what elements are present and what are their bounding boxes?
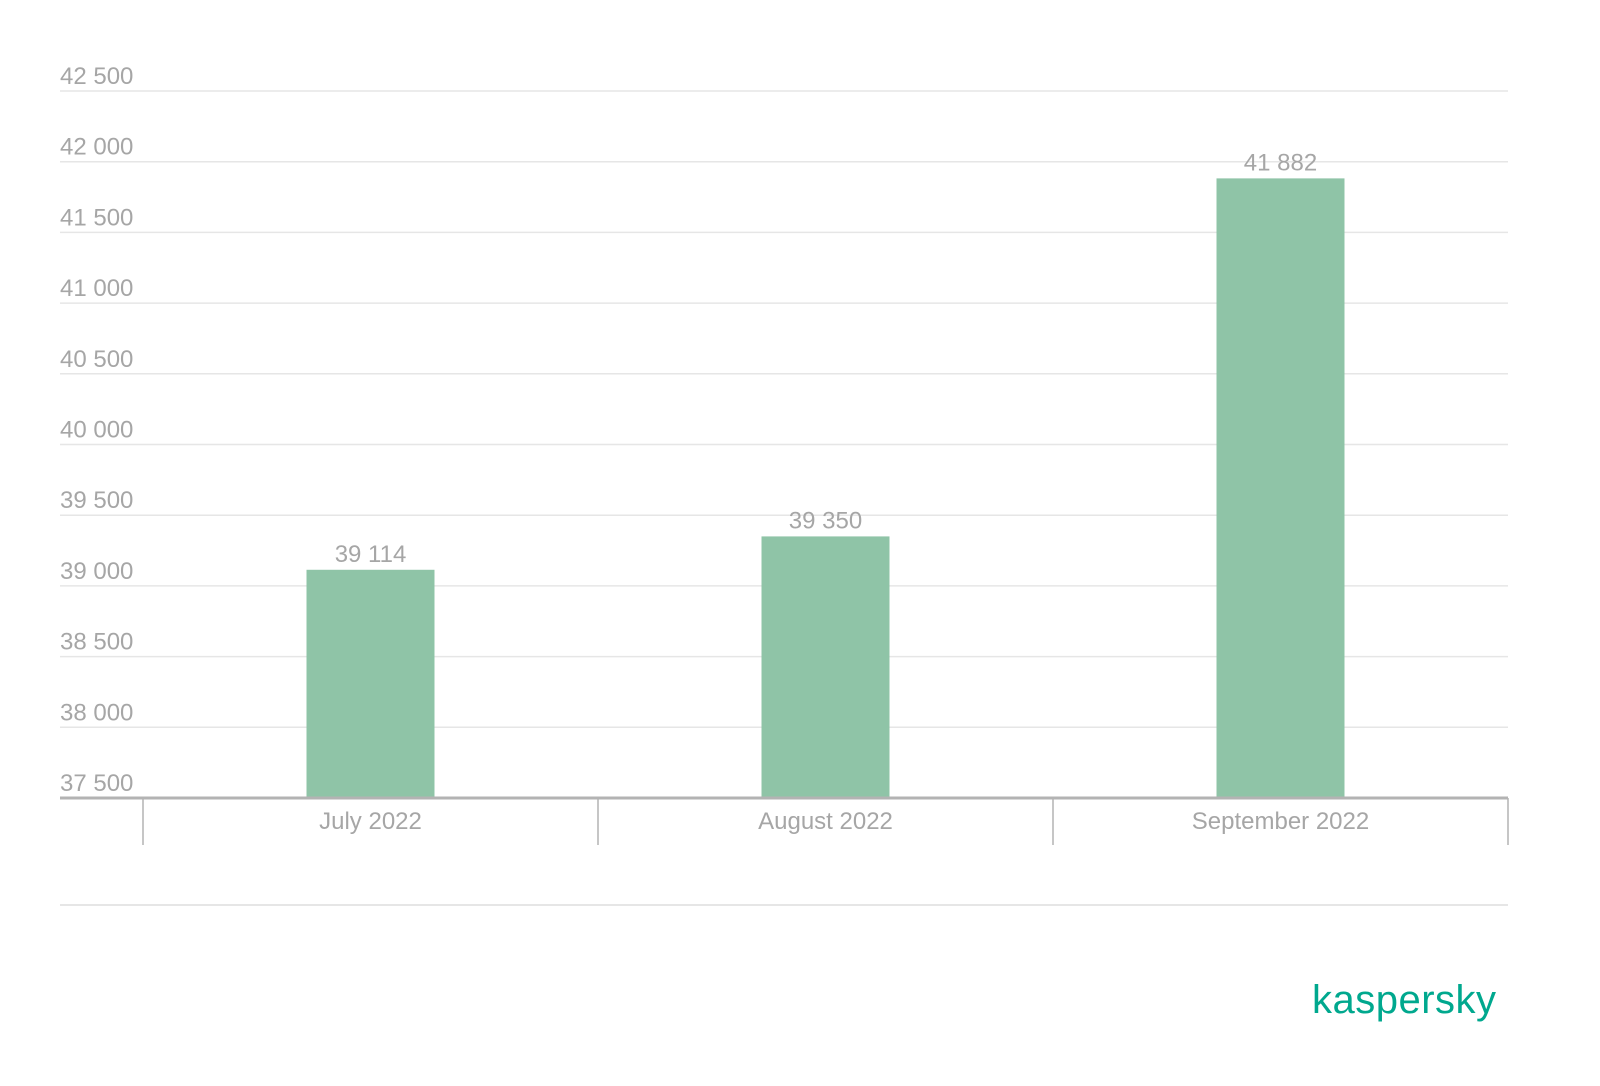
y-tick-label: 38 000	[60, 699, 133, 726]
y-tick-label: 40 500	[60, 346, 133, 373]
x-axis-category-labels: July 2022 August 2022 September 2022	[319, 808, 1369, 835]
bar	[306, 569, 435, 798]
kaspersky-logo: kaspersky	[1312, 978, 1497, 1023]
bars	[306, 178, 1345, 798]
x-category-label: September 2022	[1192, 808, 1369, 835]
y-axis-tick-labels: 37 500 38 000 38 500 39 000 39 500 40 000 40 5…	[60, 63, 133, 797]
y-tick-label: 42 500	[60, 63, 133, 90]
data-labels: 39 114 39 350 41 882	[335, 149, 1318, 567]
data-label: 39 350	[789, 507, 862, 534]
data-label: 41 882	[1244, 149, 1317, 176]
bar	[1216, 178, 1345, 798]
y-tick-label: 41 000	[60, 275, 133, 302]
y-tick-label: 37 500	[60, 770, 133, 797]
y-tick-label: 40 000	[60, 417, 133, 444]
y-tick-label: 38 500	[60, 629, 133, 656]
y-tick-label: 41 500	[60, 204, 133, 231]
y-tick-label: 42 000	[60, 134, 133, 161]
x-category-label: July 2022	[319, 808, 422, 835]
x-category-label: August 2022	[758, 808, 893, 835]
x-axis	[60, 796, 1509, 906]
logo-text: kaspersky	[1312, 978, 1497, 1022]
gridlines	[60, 90, 1508, 729]
y-tick-label: 39 000	[60, 558, 133, 585]
bar	[761, 536, 890, 798]
y-tick-label: 39 500	[60, 487, 133, 514]
data-label: 39 114	[335, 541, 407, 568]
